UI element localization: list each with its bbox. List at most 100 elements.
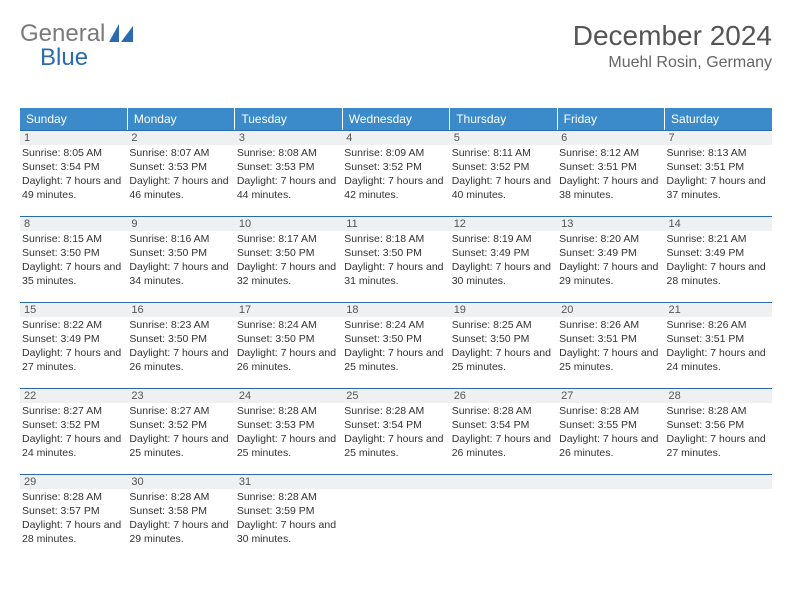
- day-details: Sunrise: 8:19 AMSunset: 3:49 PMDaylight:…: [450, 231, 557, 288]
- day-number-bar: 31: [235, 474, 342, 489]
- calendar-cell: 29Sunrise: 8:28 AMSunset: 3:57 PMDayligh…: [20, 474, 127, 560]
- day-details: Sunrise: 8:16 AMSunset: 3:50 PMDaylight:…: [127, 231, 234, 288]
- daylight-line: Daylight: 7 hours and 27 minutes.: [22, 347, 125, 375]
- sunrise-line: Sunrise: 8:11 AM: [452, 147, 555, 161]
- calendar-cell: 14Sunrise: 8:21 AMSunset: 3:49 PMDayligh…: [665, 216, 772, 302]
- daylight-line: Daylight: 7 hours and 28 minutes.: [22, 519, 125, 547]
- sunrise-line: Sunrise: 8:28 AM: [452, 405, 555, 419]
- sunset-line: Sunset: 3:50 PM: [344, 247, 447, 261]
- sunrise-line: Sunrise: 8:16 AM: [129, 233, 232, 247]
- day-number-bar-empty: [450, 474, 557, 489]
- day-number-bar: 13: [557, 216, 664, 231]
- day-details: Sunrise: 8:11 AMSunset: 3:52 PMDaylight:…: [450, 145, 557, 202]
- daylight-line: Daylight: 7 hours and 31 minutes.: [344, 261, 447, 289]
- sunrise-line: Sunrise: 8:13 AM: [667, 147, 770, 161]
- daylight-line: Daylight: 7 hours and 27 minutes.: [667, 433, 770, 461]
- sunset-line: Sunset: 3:50 PM: [344, 333, 447, 347]
- sunset-line: Sunset: 3:52 PM: [22, 419, 125, 433]
- day-number-bar: 23: [127, 388, 234, 403]
- calendar-table: Sunday Monday Tuesday Wednesday Thursday…: [20, 108, 772, 560]
- day-details: Sunrise: 8:28 AMSunset: 3:56 PMDaylight:…: [665, 403, 772, 460]
- calendar-cell: 8Sunrise: 8:15 AMSunset: 3:50 PMDaylight…: [20, 216, 127, 302]
- calendar-head: Sunday Monday Tuesday Wednesday Thursday…: [20, 108, 772, 130]
- calendar-cell: 12Sunrise: 8:19 AMSunset: 3:49 PMDayligh…: [450, 216, 557, 302]
- calendar-cell: [557, 474, 664, 560]
- day-details: Sunrise: 8:15 AMSunset: 3:50 PMDaylight:…: [20, 231, 127, 288]
- day-details: Sunrise: 8:28 AMSunset: 3:59 PMDaylight:…: [235, 489, 342, 546]
- sunset-line: Sunset: 3:54 PM: [344, 419, 447, 433]
- col-thursday: Thursday: [450, 108, 557, 130]
- sunset-line: Sunset: 3:54 PM: [452, 419, 555, 433]
- sunset-line: Sunset: 3:57 PM: [22, 505, 125, 519]
- daylight-line: Daylight: 7 hours and 26 minutes.: [559, 433, 662, 461]
- day-details: Sunrise: 8:27 AMSunset: 3:52 PMDaylight:…: [127, 403, 234, 460]
- day-details: Sunrise: 8:17 AMSunset: 3:50 PMDaylight:…: [235, 231, 342, 288]
- day-details: Sunrise: 8:07 AMSunset: 3:53 PMDaylight:…: [127, 145, 234, 202]
- daylight-line: Daylight: 7 hours and 26 minutes.: [237, 347, 340, 375]
- calendar-cell: 11Sunrise: 8:18 AMSunset: 3:50 PMDayligh…: [342, 216, 449, 302]
- day-details: Sunrise: 8:28 AMSunset: 3:58 PMDaylight:…: [127, 489, 234, 546]
- daylight-line: Daylight: 7 hours and 25 minutes.: [344, 347, 447, 375]
- calendar-cell: 20Sunrise: 8:26 AMSunset: 3:51 PMDayligh…: [557, 302, 664, 388]
- sunset-line: Sunset: 3:49 PM: [22, 333, 125, 347]
- calendar-cell: 18 Sunrise: 8:24 AMSunset: 3:50 PMDayligh…: [342, 302, 449, 388]
- daylight-line: Daylight: 7 hours and 25 minutes.: [237, 433, 340, 461]
- daylight-line: Daylight: 7 hours and 29 minutes.: [559, 261, 662, 289]
- sunset-line: Sunset: 3:51 PM: [559, 161, 662, 175]
- col-tuesday: Tuesday: [235, 108, 342, 130]
- sunset-line: Sunset: 3:49 PM: [559, 247, 662, 261]
- day-number-bar: 30: [127, 474, 234, 489]
- daylight-line: Daylight: 7 hours and 40 minutes.: [452, 175, 555, 203]
- day-details: Sunrise: 8:24 AMSunset: 3:50 PMDaylight:…: [235, 317, 342, 374]
- day-number-bar: 8: [20, 216, 127, 231]
- calendar-cell: 9Sunrise: 8:16 AMSunset: 3:50 PMDaylight…: [127, 216, 234, 302]
- calendar-cell: 1Sunrise: 8:05 AMSunset: 3:54 PMDaylight…: [20, 130, 127, 216]
- sunrise-line: Sunrise: 8:24 AM: [344, 319, 447, 333]
- daylight-line: Daylight: 7 hours and 25 minutes.: [559, 347, 662, 375]
- calendar-row: 1Sunrise: 8:05 AMSunset: 3:54 PMDaylight…: [20, 130, 772, 216]
- sunrise-line: Sunrise: 8:08 AM: [237, 147, 340, 161]
- daylight-line: Daylight: 7 hours and 37 minutes.: [667, 175, 770, 203]
- day-number-bar: 15: [20, 302, 127, 317]
- sunrise-line: Sunrise: 8:28 AM: [667, 405, 770, 419]
- day-details: Sunrise: 8:28 AMSunset: 3:53 PMDaylight:…: [235, 403, 342, 460]
- day-number-bar: 27: [557, 388, 664, 403]
- day-number-bar: 9: [127, 216, 234, 231]
- day-details: Sunrise: 8:28 AMSunset: 3:55 PMDaylight:…: [557, 403, 664, 460]
- sunrise-line: Sunrise: 8:20 AM: [559, 233, 662, 247]
- calendar-cell: 28Sunrise: 8:28 AMSunset: 3:56 PMDayligh…: [665, 388, 772, 474]
- sunrise-line: Sunrise: 8:28 AM: [559, 405, 662, 419]
- logo-word2-wrap: Blue: [40, 44, 88, 72]
- calendar-cell: 16Sunrise: 8:23 AMSunset: 3:50 PMDayligh…: [127, 302, 234, 388]
- sunset-line: Sunset: 3:53 PM: [237, 419, 340, 433]
- calendar-cell: 4Sunrise: 8:09 AMSunset: 3:52 PMDaylight…: [342, 130, 449, 216]
- sunset-line: Sunset: 3:50 PM: [129, 333, 232, 347]
- day-details: Sunrise: 8:13 AMSunset: 3:51 PMDaylight:…: [665, 145, 772, 202]
- day-number-bar: 21: [665, 302, 772, 317]
- calendar-cell: 22Sunrise: 8:27 AMSunset: 3:52 PMDayligh…: [20, 388, 127, 474]
- sunrise-line: Sunrise: 8:28 AM: [344, 405, 447, 419]
- day-details: Sunrise: 8:09 AMSunset: 3:52 PMDaylight:…: [342, 145, 449, 202]
- sunrise-line: Sunrise: 8:09 AM: [344, 147, 447, 161]
- sunrise-line: Sunrise: 8:22 AM: [22, 319, 125, 333]
- calendar-cell: 30Sunrise: 8:28 AMSunset: 3:58 PMDayligh…: [127, 474, 234, 560]
- sunrise-line: Sunrise: 8:26 AM: [667, 319, 770, 333]
- day-number-bar: 18: [342, 302, 449, 317]
- sunset-line: Sunset: 3:50 PM: [129, 247, 232, 261]
- sunset-line: Sunset: 3:50 PM: [452, 333, 555, 347]
- sunset-line: Sunset: 3:51 PM: [667, 333, 770, 347]
- sunset-line: Sunset: 3:50 PM: [237, 333, 340, 347]
- calendar-cell: 7Sunrise: 8:13 AMSunset: 3:51 PMDaylight…: [665, 130, 772, 216]
- day-number-bar: 11: [342, 216, 449, 231]
- col-sunday: Sunday: [20, 108, 127, 130]
- day-number-bar-empty: [557, 474, 664, 489]
- sunset-line: Sunset: 3:55 PM: [559, 419, 662, 433]
- day-number-bar: 4: [342, 130, 449, 145]
- sunset-line: Sunset: 3:50 PM: [237, 247, 340, 261]
- sunset-line: Sunset: 3:49 PM: [452, 247, 555, 261]
- day-number-bar: 1: [20, 130, 127, 145]
- daylight-line: Daylight: 7 hours and 28 minutes.: [667, 261, 770, 289]
- sunrise-line: Sunrise: 8:25 AM: [452, 319, 555, 333]
- calendar-row: 15Sunrise: 8:22 AMSunset: 3:49 PMDayligh…: [20, 302, 772, 388]
- daylight-line: Daylight: 7 hours and 26 minutes.: [452, 433, 555, 461]
